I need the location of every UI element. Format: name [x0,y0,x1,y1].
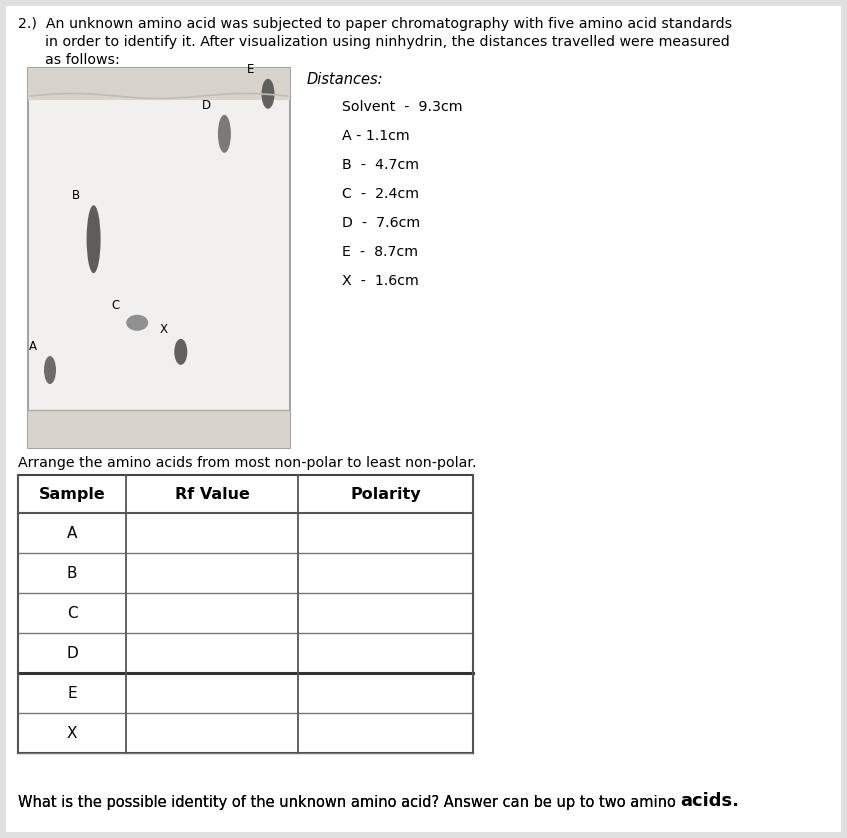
Bar [18,475,473,753]
Text: Sample: Sample [39,487,105,501]
Text: D: D [66,645,78,660]
Text: as follows:: as follows: [45,53,119,67]
Text: B: B [67,566,77,581]
Text: B  -  4.7cm: B - 4.7cm [342,158,419,172]
Text: X: X [67,726,77,741]
Text: X  -  1.6cm: X - 1.6cm [342,274,418,288]
Ellipse shape [174,339,187,365]
Text: D: D [202,99,211,111]
Text: C: C [67,606,77,620]
Ellipse shape [218,115,231,153]
Text: in order to identify it. After visualization using ninhydrin, the distances trav: in order to identify it. After visualiza… [45,35,730,49]
Text: Polarity: Polarity [350,487,421,501]
Text: C: C [111,299,119,312]
Bar [28,68,290,448]
Ellipse shape [126,315,148,331]
Ellipse shape [86,205,101,273]
Text: D  -  7.6cm: D - 7.6cm [342,216,420,230]
Text: B: B [71,189,80,202]
Text: Solvent  -  9.3cm: Solvent - 9.3cm [342,100,462,114]
Bar [28,68,290,100]
Text: A - 1.1cm: A - 1.1cm [342,129,410,143]
Text: E  -  8.7cm: E - 8.7cm [342,245,418,259]
Text: E: E [67,685,77,701]
Text: A: A [67,525,77,541]
Ellipse shape [262,79,274,109]
Text: What is the possible identity of the unknown amino acid? Answer can be up to two: What is the possible identity of the unk… [18,795,680,810]
Text: C  -  2.4cm: C - 2.4cm [342,187,419,201]
Text: A: A [29,340,37,353]
Text: Arrange the amino acids from most non-polar to least non-polar.: Arrange the amino acids from most non-po… [18,456,477,470]
Bar [28,410,290,448]
Ellipse shape [44,356,56,384]
Text: Rf Value: Rf Value [174,487,249,501]
Text: E: E [247,63,254,75]
Text: What is the possible identity of the unknown amino acid? Answer can be up to two: What is the possible identity of the unk… [18,795,680,810]
Text: X: X [159,323,168,336]
Text: Distances:: Distances: [307,72,384,87]
Text: acids.: acids. [680,792,739,810]
Text: 2.)  An unknown amino acid was subjected to paper chromatography with five amino: 2.) An unknown amino acid was subjected … [18,17,732,31]
